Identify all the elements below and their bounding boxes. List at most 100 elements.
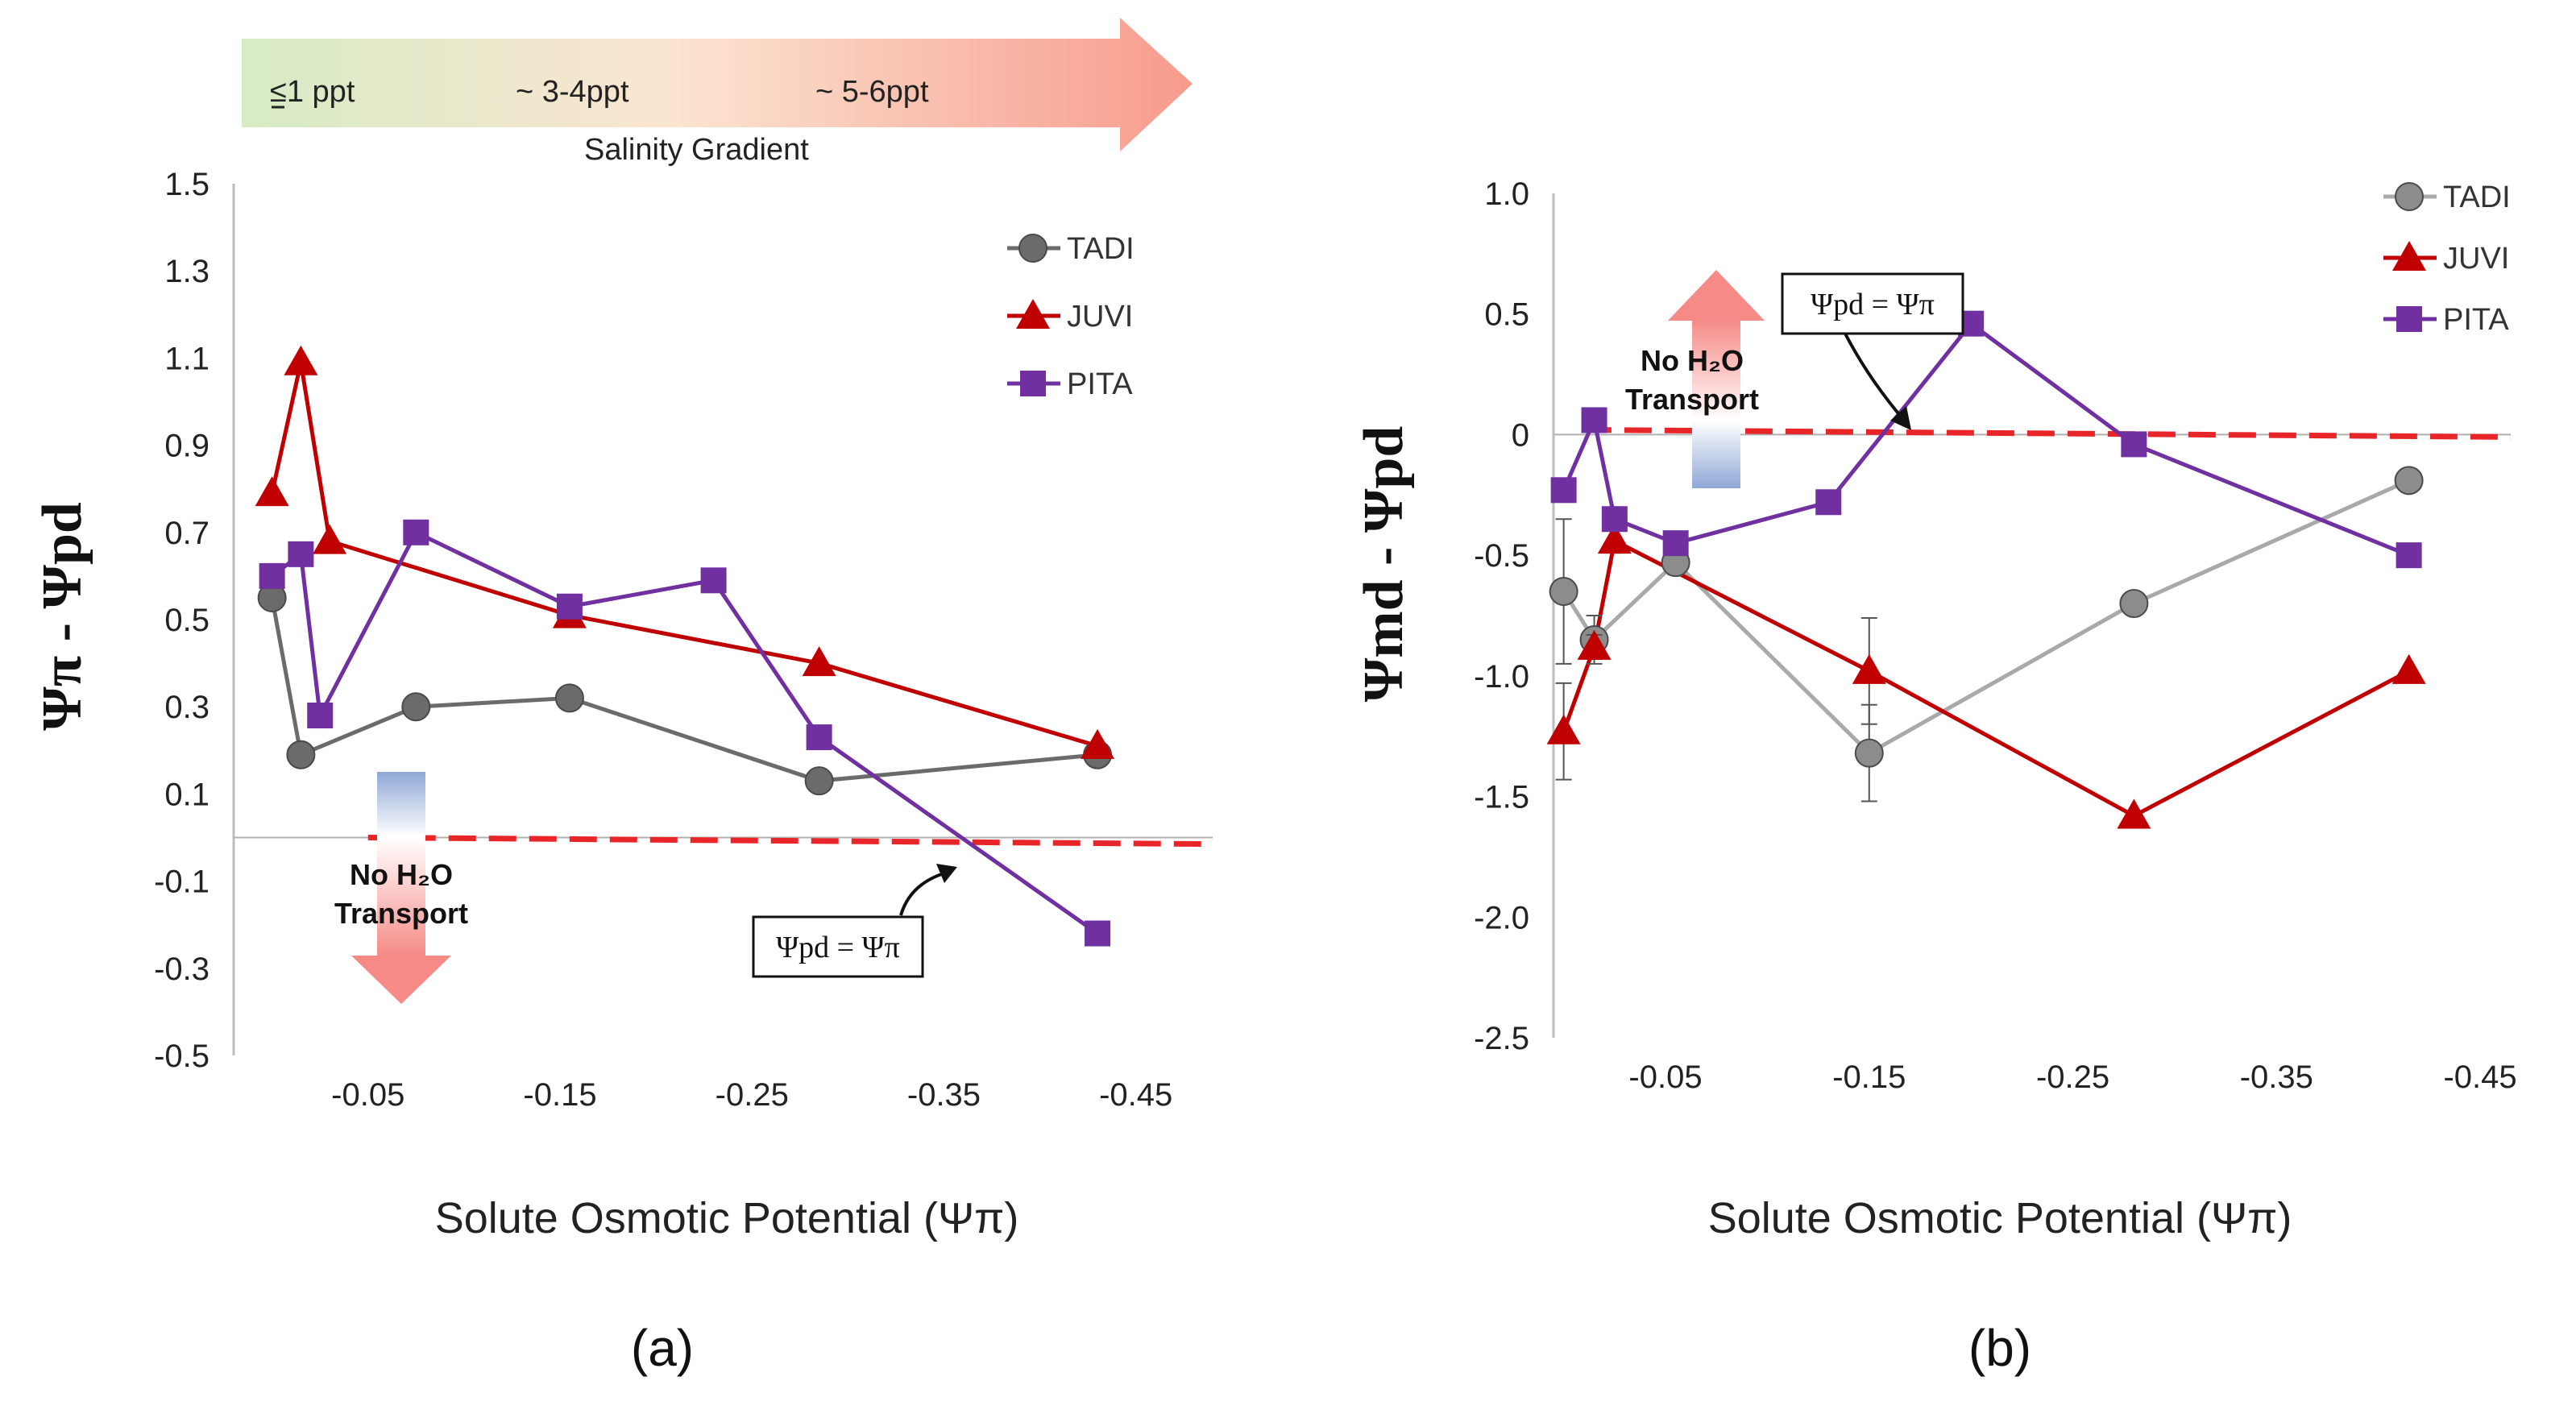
- panel-a-ylabel: Ψπ - Ψpd: [31, 502, 93, 731]
- panel-a-no-transport-arrow-shaft: [377, 772, 425, 957]
- panel-b-xlabel: Solute Osmotic Potential (Ψπ): [1708, 1194, 2292, 1242]
- panel-b-series-line-juvi: [1562, 537, 2410, 819]
- panel-b-callout-text: Ψpd = Ψπ: [1811, 288, 1935, 321]
- panel-b-y-tick-label: 0.5: [1484, 297, 1529, 333]
- panel-b-annotation: No H₂O Transport: [1625, 270, 1765, 488]
- panel-b-no-transport-arrow-shaft: [1692, 319, 1740, 488]
- panel-a-equality-callout: Ψpd = Ψπ: [752, 864, 957, 978]
- panel-b-series-line-pita: [1562, 321, 2410, 558]
- salinity-label-high: ~ 5-6ppt: [815, 75, 929, 109]
- panel-a-series-line-pita: [271, 529, 1099, 935]
- panel-b-legend-marker-juvi: [2392, 241, 2426, 271]
- panel-a-legend-marker-tadi: [1018, 234, 1047, 263]
- panel-b-y-tick-label: 0: [1512, 417, 1529, 453]
- panel-b-point-juvi: [1852, 653, 1886, 684]
- panel-a-point-juvi: [284, 345, 318, 375]
- panel-a-xlabel: Solute Osmotic Potential (Ψπ): [435, 1194, 1019, 1242]
- panel-a-legend-marker-pita: [1020, 371, 1046, 396]
- panel-b-ylabel: Ψmd - Ψpd: [1353, 426, 1415, 703]
- panel-a-no-transport-line1: No H₂O: [350, 858, 453, 891]
- panel-b-point-pita: [1581, 407, 1607, 433]
- chart-panel-b: 1.0 0.5 0 -0.5 -1.0 -1.5 -2.0 -2.5 -0.05 -0.15 -0.…: [1353, 176, 2517, 1377]
- panel-a-legend-label-tadi: TADI: [1067, 232, 1135, 266]
- panel-b-point-juvi: [1546, 714, 1581, 744]
- panel-a-callout-text: Ψpd = Ψπ: [776, 931, 900, 964]
- panel-a-point-pita: [700, 567, 727, 594]
- panel-b-no-transport-line1: No H₂O: [1641, 344, 1744, 377]
- panel-a-y-tick-label: 1.5: [164, 167, 209, 202]
- panel-a-label: (a): [631, 1319, 694, 1377]
- panel-a-no-transport-arrow-head: [351, 956, 451, 1004]
- panel-a-point-pita: [556, 593, 583, 620]
- panel-b-point-pita: [2396, 542, 2422, 569]
- panel-b-callout-arrow: [1844, 333, 1903, 419]
- panel-b-point-pita: [1815, 489, 1842, 516]
- panel-b-x-tick-label: -0.05: [1628, 1060, 1702, 1095]
- panel-b-equality-callout: Ψpd = Ψπ: [1781, 272, 1964, 430]
- salinity-arrow-shape: [242, 18, 1193, 151]
- panel-b-point-pita: [1662, 530, 1689, 557]
- panel-a-y-tick-label: 1.1: [164, 341, 209, 376]
- panel-a-point-tadi: [286, 740, 316, 769]
- panel-b-y-tick-label: -1.0: [1474, 659, 1529, 695]
- panel-a-y-tick-label: 1.3: [164, 254, 209, 289]
- panel-a-point-juvi: [255, 476, 289, 507]
- panel-a-y-tick-label: 0.7: [164, 516, 209, 551]
- panel-b-no-transport-line2: Transport: [1625, 383, 1759, 416]
- salinity-label-low: ≤1 ppt: [270, 75, 355, 109]
- panel-a-no-transport-line2: Transport: [334, 897, 468, 930]
- panel-a-y-tick-label: 0.3: [164, 690, 209, 725]
- panel-a-point-pita: [1085, 920, 1111, 947]
- panel-a-y-tick-label: -0.3: [154, 952, 209, 987]
- panel-b-x-tick-label: -0.25: [2036, 1060, 2109, 1095]
- panel-b-axes: 1.0 0.5 0 -0.5 -1.0 -1.5 -2.0 -2.5 -0.05 -0.15 -0.…: [1474, 176, 2517, 1095]
- panel-a-callout-box: [752, 915, 924, 978]
- panel-b-point-pita: [1601, 506, 1628, 533]
- panel-b-series: [1546, 310, 2426, 829]
- panel-b-x-tick-label: -0.35: [2240, 1060, 2313, 1095]
- panel-a-axes: 1.5 1.3 1.1 0.9 0.7 0.5 0.3 0.1 -0.1 -0.3 -0.5 -0.0…: [154, 167, 1213, 1113]
- panel-a-legend-label-pita: PITA: [1067, 367, 1133, 401]
- panel-b-x-tick-label: -0.45: [2443, 1060, 2516, 1095]
- panel-b-y-tick-label: -2.5: [1474, 1021, 1529, 1056]
- panel-a-callout-arrowhead: [936, 864, 957, 883]
- panel-a-point-juvi: [313, 524, 347, 554]
- panel-a-point-tadi: [554, 683, 584, 713]
- panel-b-label: (b): [1968, 1319, 2031, 1377]
- panel-b-no-transport-arrow-head: [1668, 270, 1765, 321]
- panel-a-legend-marker-juvi: [1016, 299, 1050, 329]
- panel-a-y-tick-label: 0.9: [164, 429, 209, 464]
- panel-a-point-tadi: [804, 766, 834, 796]
- panel-a-y-tick-label: -0.5: [154, 1039, 209, 1074]
- panel-b-point-juvi: [1577, 629, 1612, 660]
- panel-b-point-tadi: [1854, 738, 1884, 768]
- panel-b-y-tick-label: 1.0: [1484, 176, 1529, 212]
- panel-a-series-line-tadi: [270, 597, 1098, 783]
- panel-a-annotation: No H₂O Transport: [334, 772, 468, 1004]
- chart-panel-a: 1.5 1.3 1.1 0.9 0.7 0.5 0.3 0.1 -0.1 -0.3 -0.5 -0.0…: [31, 167, 1213, 1377]
- panel-b-reference-line: [1583, 426, 2512, 440]
- panel-a-point-pita: [403, 519, 429, 545]
- panel-a-legend-label-juvi: JUVI: [1067, 300, 1133, 334]
- panel-b-y-tick-label: -2.0: [1474, 900, 1529, 935]
- panel-b-callout-arrowhead: [1890, 406, 1911, 430]
- salinity-title: Salinity Gradient: [584, 133, 809, 167]
- panel-b-point-pita: [2121, 431, 2147, 458]
- panel-a-legend: TADI JUVI PITA: [1007, 232, 1135, 401]
- panel-b-legend-marker-tadi: [2395, 182, 2424, 211]
- panel-b-legend-label-juvi: JUVI: [2443, 242, 2509, 276]
- panel-a-point-pita: [307, 703, 334, 729]
- panel-a-x-tick-label: -0.35: [907, 1077, 981, 1113]
- panel-a-point-juvi: [1081, 728, 1115, 759]
- panel-b-point-tadi: [2394, 466, 2424, 496]
- panel-a-y-tick-label: -0.1: [154, 865, 209, 900]
- panel-a-callout-arrow: [899, 870, 950, 916]
- panel-b-legend-marker-pita: [2396, 306, 2422, 332]
- salinity-label-mid: ~ 3-4ppt: [516, 75, 629, 109]
- panel-b-point-juvi: [2117, 798, 2151, 829]
- panel-b-x-tick-label: -0.15: [1832, 1060, 1906, 1095]
- panel-b-legend-label-tadi: TADI: [2443, 180, 2511, 214]
- panel-b-legend: TADI JUVI PITA: [2383, 180, 2511, 337]
- panel-a-x-tick-label: -0.45: [1099, 1077, 1172, 1113]
